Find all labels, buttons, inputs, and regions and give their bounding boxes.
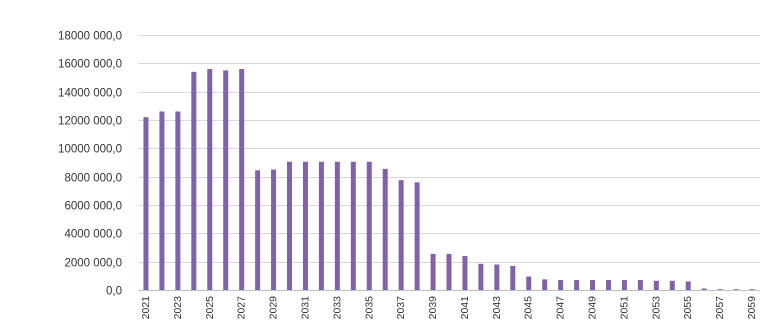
y-tick-label: 0,0 bbox=[106, 286, 122, 298]
bar-2059 bbox=[749, 289, 755, 290]
x-tick-label: 2047 bbox=[555, 296, 567, 320]
bar-2056 bbox=[701, 288, 707, 290]
bar-2033 bbox=[334, 161, 340, 290]
bar-2042 bbox=[478, 263, 484, 290]
bar-2057 bbox=[717, 289, 723, 290]
bar-2038 bbox=[414, 182, 420, 290]
bar-2029 bbox=[271, 169, 277, 290]
y-tick-label: 10000 000,0 bbox=[58, 144, 122, 156]
y-axis: 0,0 2000 000,0 4000 000,0 6000 000,0 8000 00… bbox=[58, 31, 122, 298]
x-tick-label: 2041 bbox=[459, 296, 471, 320]
bar-2049 bbox=[590, 280, 596, 290]
x-tick-label: 2023 bbox=[172, 296, 184, 320]
x-tick-label: 2055 bbox=[682, 296, 694, 320]
y-tick-label: 4000 000,0 bbox=[64, 229, 122, 241]
x-tick-label: 2031 bbox=[299, 296, 311, 320]
bar-2026 bbox=[223, 70, 229, 290]
bar-2054 bbox=[669, 280, 675, 290]
bar-2032 bbox=[318, 161, 324, 290]
y-tick-label: 8000 000,0 bbox=[64, 173, 122, 185]
bar-2043 bbox=[494, 264, 500, 290]
x-tick-label: 2057 bbox=[714, 296, 726, 320]
gridlines bbox=[138, 35, 760, 291]
x-tick-label: 2039 bbox=[427, 296, 439, 320]
bar-2036 bbox=[382, 168, 388, 291]
bar-2028 bbox=[255, 170, 261, 290]
x-tick-label: 2035 bbox=[363, 296, 375, 320]
bar-2046 bbox=[542, 279, 548, 291]
y-tick-label: 16000 000,0 bbox=[58, 59, 122, 71]
x-tick-label: 2037 bbox=[395, 296, 407, 320]
bar-2031 bbox=[302, 161, 308, 290]
bar-2024 bbox=[191, 71, 197, 290]
x-axis: 2021 2023 2025 2027 2029 2031 2033 2035 2037 2039… bbox=[140, 296, 758, 320]
bar-2025 bbox=[207, 69, 213, 290]
bar-2050 bbox=[605, 280, 611, 290]
bar-2035 bbox=[366, 161, 372, 290]
x-tick-label: 2045 bbox=[523, 296, 535, 320]
bar-2045 bbox=[526, 276, 532, 290]
bar-2021 bbox=[143, 117, 149, 290]
x-tick-label: 2027 bbox=[236, 296, 248, 320]
x-tick-label: 2029 bbox=[268, 296, 280, 320]
y-tick-label: 14000 000,0 bbox=[58, 88, 122, 100]
y-tick-label: 6000 000,0 bbox=[64, 201, 122, 213]
x-tick-label: 2033 bbox=[331, 296, 343, 320]
x-tick-label: 2043 bbox=[491, 296, 503, 320]
bar-2058 bbox=[733, 289, 739, 290]
bar-2022 bbox=[159, 111, 165, 290]
y-tick-label: 12000 000,0 bbox=[58, 116, 122, 128]
y-tick-label: 2000 000,0 bbox=[64, 258, 122, 270]
bar-2047 bbox=[558, 280, 564, 290]
x-tick-label: 2021 bbox=[140, 296, 152, 320]
bars bbox=[143, 69, 755, 291]
bar-2051 bbox=[621, 280, 627, 290]
bar-2023 bbox=[175, 111, 181, 290]
bar-2044 bbox=[510, 265, 516, 290]
bar-2048 bbox=[574, 280, 580, 290]
bar-2039 bbox=[430, 253, 436, 291]
bar-2037 bbox=[398, 180, 404, 290]
x-tick-label: 2059 bbox=[746, 296, 758, 320]
bar-2030 bbox=[287, 161, 293, 290]
bar-2040 bbox=[446, 253, 452, 291]
bar-2041 bbox=[462, 256, 468, 290]
x-tick-label: 2053 bbox=[650, 296, 662, 320]
x-tick-label: 2025 bbox=[204, 296, 216, 320]
x-tick-label: 2051 bbox=[618, 296, 630, 320]
bar-2052 bbox=[637, 280, 643, 290]
bar-2027 bbox=[239, 69, 245, 290]
y-tick-label: 18000 000,0 bbox=[58, 31, 122, 43]
bar-2053 bbox=[653, 280, 659, 290]
bar-2034 bbox=[350, 161, 356, 290]
x-tick-label: 2049 bbox=[587, 296, 599, 320]
bar-2055 bbox=[685, 281, 691, 290]
